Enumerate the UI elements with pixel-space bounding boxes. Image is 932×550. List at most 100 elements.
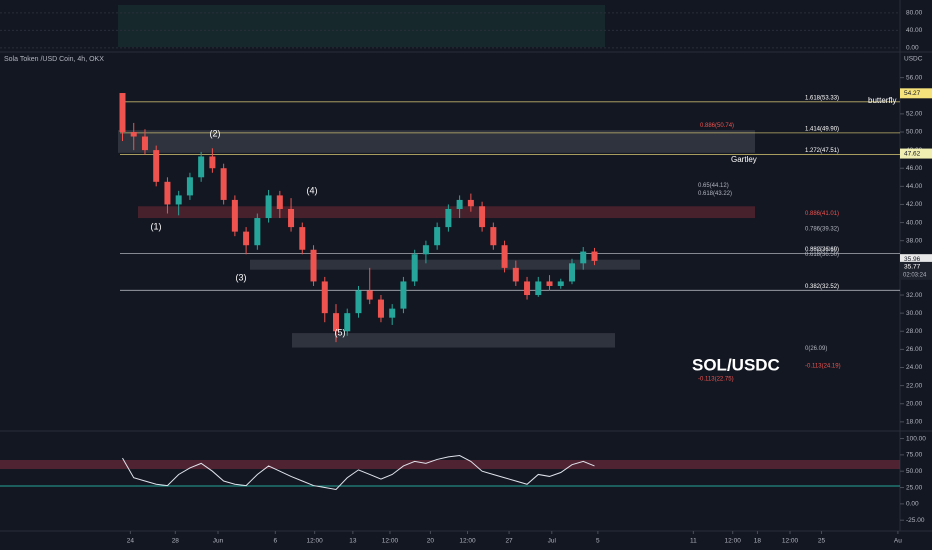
fib-side-label: 0.886(41.01) [805, 211, 839, 217]
fib-side-label: 0.618(36.50) [805, 252, 839, 258]
candle-body [479, 206, 486, 228]
last-price-label: 35.77 [904, 264, 921, 271]
fib-label: 1.618(53.33) [805, 95, 839, 101]
candle-body [299, 227, 306, 250]
candle-body [231, 199, 238, 232]
x-tick-label: 13 [349, 538, 357, 545]
y-tick-label: 50.00 [906, 468, 923, 475]
x-tick-label: 12:00 [725, 538, 742, 545]
wave-label: (4) [307, 185, 318, 195]
y-tick-label: 26.00 [906, 346, 923, 353]
fib-side-label: -0.113(24.19) [805, 363, 841, 369]
x-tick-label: 5 [596, 538, 600, 545]
candle-body [130, 131, 137, 137]
y-tick-label: 38.00 [906, 237, 923, 244]
fib-side-label: 0.786(39.32) [805, 226, 839, 232]
candle-body [422, 245, 429, 255]
rsi-overbought-band [0, 460, 900, 469]
y-tick-label: 30.00 [906, 310, 923, 317]
candle-body [288, 208, 295, 228]
candle-body [198, 156, 205, 178]
y-tick-label: 50.00 [906, 129, 923, 136]
x-tick-label: 27 [505, 538, 513, 545]
wave-label: (2) [210, 128, 221, 138]
candle-body [377, 299, 384, 318]
candle-body [434, 227, 441, 246]
price-tag [900, 254, 932, 265]
currency-label: USDC [904, 56, 923, 63]
price-tag-label: 47.62 [904, 150, 921, 157]
candle-body [220, 168, 227, 200]
x-tick-label: 24 [127, 538, 135, 545]
candle-body [512, 267, 519, 282]
wave-label: (1) [151, 221, 162, 231]
price-tag-label: 54.27 [904, 90, 921, 97]
y-tick-label: 22.00 [906, 382, 923, 389]
fib-label: 1.414(49.90) [805, 126, 839, 132]
fib-label: 0.382(32.52) [805, 284, 839, 290]
candle-body [209, 156, 216, 169]
x-tick-label: 12:00 [459, 538, 476, 545]
wave-label: (5) [335, 327, 346, 337]
candle-body [535, 281, 542, 296]
fib-side-label: -0.113(22.75) [698, 376, 734, 382]
chart-title: Sola Token /USD Coin, 4h, OKX [4, 56, 104, 63]
price-tag [900, 148, 932, 159]
y-tick-label: 32.00 [906, 292, 923, 299]
y-tick-label: 20.00 [906, 400, 923, 407]
wave-label: (3) [236, 272, 247, 282]
x-tick-label: 12:00 [307, 538, 324, 545]
x-tick-label: 28 [172, 538, 180, 545]
y-tick-label: 18.00 [906, 419, 923, 426]
y-tick-label: 42.00 [906, 201, 923, 208]
y-tick-label: -25.00 [906, 517, 925, 524]
oscillator-fill [118, 5, 605, 47]
candle-body [389, 308, 396, 318]
x-tick-label: 20 [427, 538, 435, 545]
zone [250, 259, 640, 270]
y-tick-label: 0.00 [906, 45, 919, 52]
candle-body [243, 231, 250, 246]
candle-body [524, 281, 531, 296]
candle-body [580, 251, 587, 264]
candle-body [456, 199, 463, 209]
fib-side-label: 0.886(50.74) [700, 123, 734, 129]
y-tick-label: 25.00 [906, 484, 923, 491]
candle-body [321, 281, 328, 314]
candle-body [186, 177, 193, 196]
x-tick-label: Jul [548, 538, 557, 545]
x-tick-label: 12:00 [782, 538, 799, 545]
pattern-label: butterfly [868, 96, 896, 105]
candle-body [119, 93, 126, 132]
x-tick-label: 12:00 [382, 538, 399, 545]
candle-body [569, 263, 576, 282]
y-tick-label: 75.00 [906, 452, 923, 459]
fib-side-label: 0.65(44.12) [698, 183, 729, 189]
y-tick-label: 100.00 [906, 435, 926, 442]
y-tick-label: 52.00 [906, 111, 923, 118]
y-tick-label: 40.00 [906, 219, 923, 226]
y-tick-label: 28.00 [906, 328, 923, 335]
fib-label: 1.272(47.51) [805, 148, 839, 154]
price-tag-label: 35.96 [904, 256, 921, 263]
watermark: SOL/USDC [692, 355, 780, 374]
candle-body [141, 136, 148, 151]
x-tick-label: Jun [213, 538, 224, 545]
candle-body [400, 281, 407, 309]
candle-body [254, 218, 261, 246]
candle-body [467, 199, 474, 207]
rsi-line [122, 455, 595, 491]
y-tick-label: 0.00 [906, 501, 919, 508]
y-tick-label: 56.00 [906, 74, 923, 81]
fib-side-label: 0(26.09) [805, 346, 827, 352]
y-tick-label: 80.00 [906, 10, 923, 17]
candle-body [591, 251, 598, 261]
pattern-label: Gartley [731, 155, 757, 164]
candle-body [276, 195, 283, 209]
x-tick-label: Au [894, 538, 902, 545]
candle-body [490, 227, 497, 246]
candle-body [557, 281, 564, 286]
candle-body [546, 281, 553, 286]
x-tick-label: 6 [274, 538, 278, 545]
price-tag [900, 88, 932, 99]
